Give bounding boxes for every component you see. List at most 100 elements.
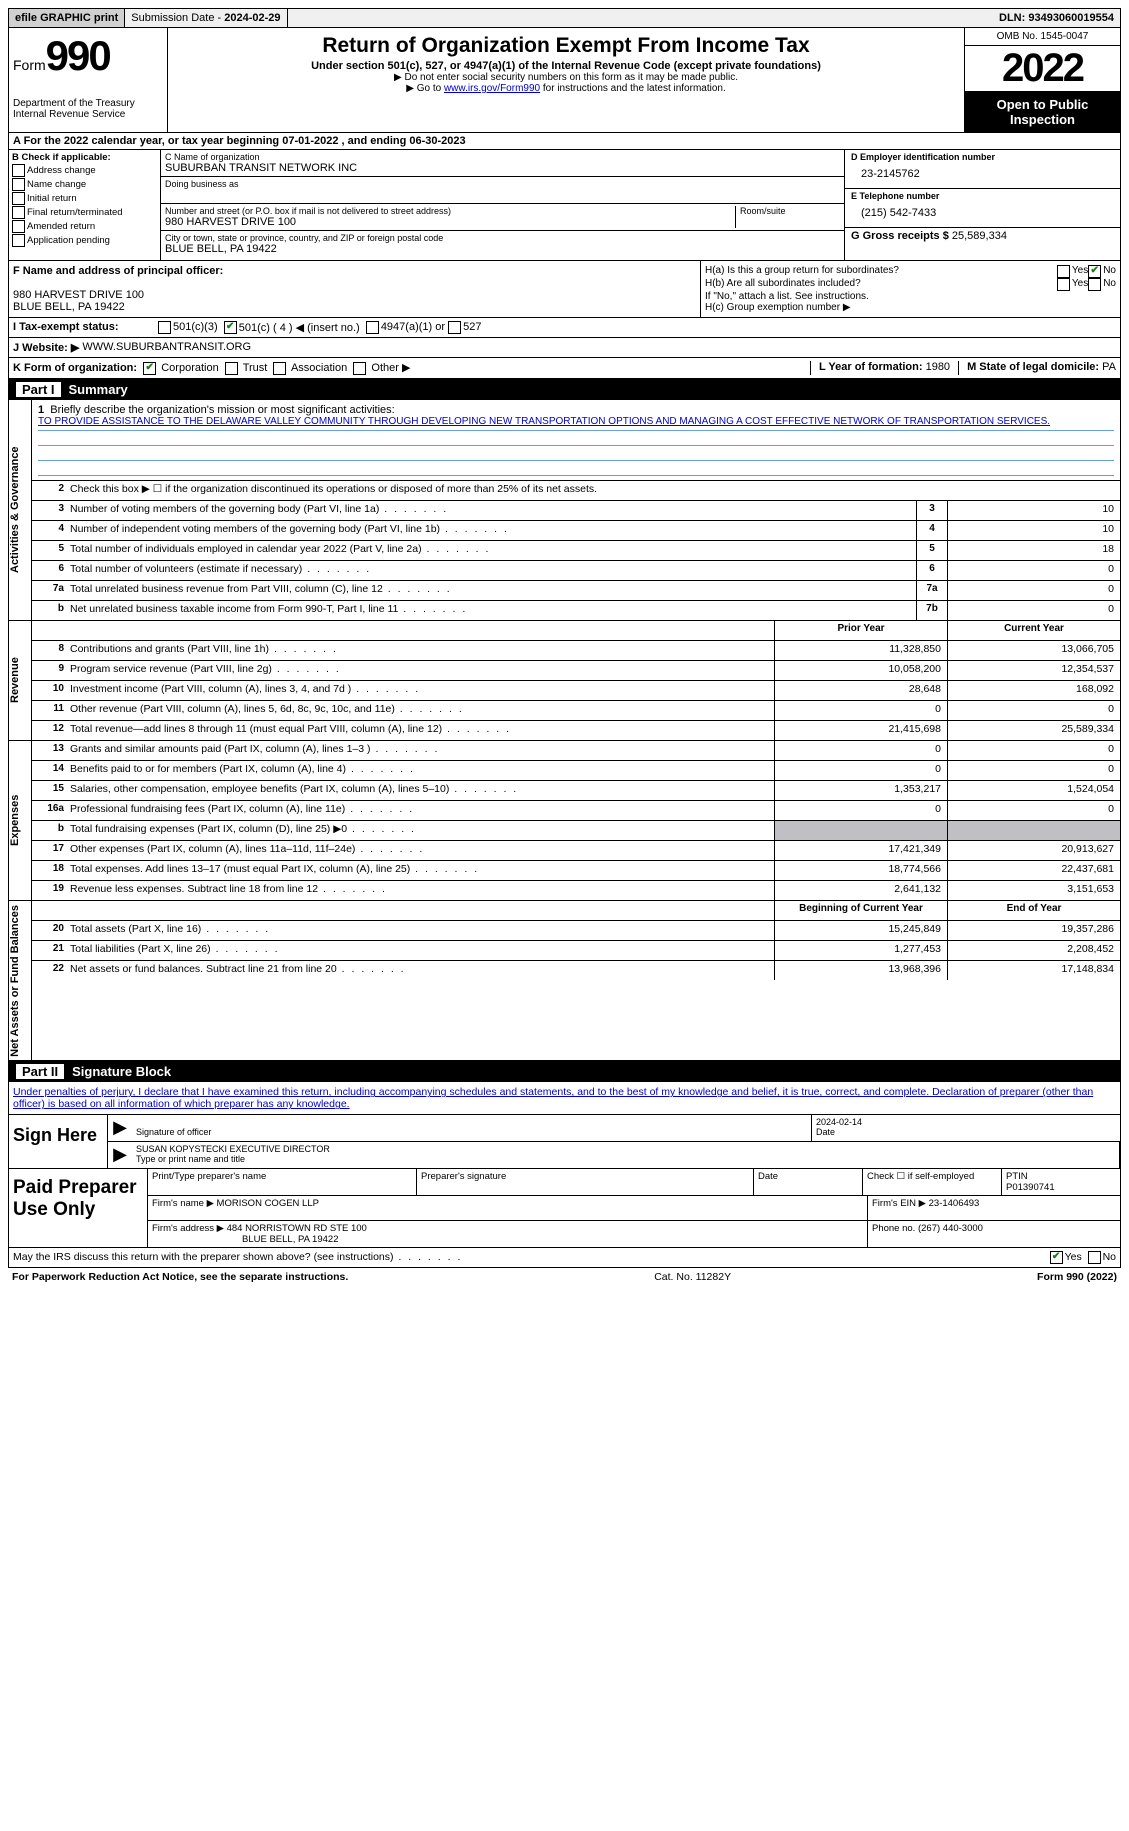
g-label: G Gross receipts $ <box>851 230 952 242</box>
street-address: 980 HARVEST DRIVE 100 <box>165 216 735 228</box>
b-label: B Check if applicable: <box>12 152 111 163</box>
check-501c[interactable] <box>224 321 237 334</box>
ptin: P01390741 <box>1006 1182 1055 1193</box>
sign-here-block: Sign Here ▶ Signature of officer 2024-02… <box>8 1115 1121 1169</box>
room-label: Room/suite <box>740 206 840 216</box>
pp-sig-label: Preparer's signature <box>417 1169 754 1195</box>
check-4947[interactable] <box>366 321 379 334</box>
col-end-year: End of Year <box>947 901 1120 920</box>
top-bar: efile GRAPHIC print Submission Date - 20… <box>8 8 1121 28</box>
pp-date-label: Date <box>754 1169 863 1195</box>
dln: DLN: 93493060019554 <box>993 9 1120 27</box>
form-title: Return of Organization Exempt From Incom… <box>172 34 960 58</box>
form-word: Form <box>13 57 46 73</box>
table-row: 8Contributions and grants (Part VIII, li… <box>32 641 1120 661</box>
table-row: bNet unrelated business taxable income f… <box>32 601 1120 620</box>
dba-label: Doing business as <box>165 179 840 189</box>
table-row: 15Salaries, other compensation, employee… <box>32 781 1120 801</box>
activities-governance-section: Activities & Governance 1 Briefly descri… <box>8 400 1121 621</box>
ha-label: H(a) Is this a group return for subordin… <box>705 265 1057 278</box>
table-row: 5Total number of individuals employed in… <box>32 541 1120 561</box>
check-trust[interactable] <box>225 362 238 375</box>
table-row: 13Grants and similar amounts paid (Part … <box>32 741 1120 761</box>
efile-print-button[interactable]: efile GRAPHIC print <box>9 9 125 27</box>
city-state-zip: BLUE BELL, PA 19422 <box>165 243 840 255</box>
mission-text[interactable]: TO PROVIDE ASSISTANCE TO THE DELAWARE VA… <box>38 416 1050 427</box>
side-label-ag: Activities & Governance <box>9 400 32 620</box>
check-name-change[interactable]: Name change <box>12 178 157 191</box>
check-address-change[interactable]: Address change <box>12 164 157 177</box>
discuss-no[interactable] <box>1088 1251 1101 1264</box>
pp-check-label: Check ☐ if self-employed <box>863 1169 1002 1195</box>
table-row: 3Number of voting members of the governi… <box>32 501 1120 521</box>
check-association[interactable] <box>273 362 286 375</box>
ein: 23-2145762 <box>851 162 1114 186</box>
col-begin-year: Beginning of Current Year <box>774 901 947 920</box>
part2-header: Part IISignature Block <box>8 1061 1121 1082</box>
check-amended-return[interactable]: Amended return <box>12 220 157 233</box>
firm-addr2: BLUE BELL, PA 19422 <box>152 1234 338 1245</box>
table-row: 19Revenue less expenses. Subtract line 1… <box>32 881 1120 900</box>
arrow-icon: ▶ <box>108 1142 132 1168</box>
hc-label: H(c) Group exemption number ▶ <box>705 302 1116 313</box>
row-form-org: K Form of organization: Corporation Trus… <box>8 358 1121 379</box>
table-row: 16aProfessional fundraising fees (Part I… <box>32 801 1120 821</box>
paid-preparer-label: Paid Preparer Use Only <box>9 1169 148 1247</box>
side-label-revenue: Revenue <box>9 621 32 740</box>
page-footer: For Paperwork Reduction Act Notice, see … <box>8 1268 1121 1286</box>
officer-group-block: F Name and address of principal officer:… <box>8 261 1121 318</box>
note-link: ▶ Go to www.irs.gov/Form990 for instruct… <box>172 83 960 94</box>
table-row: 10Investment income (Part VIII, column (… <box>32 681 1120 701</box>
officer-name: SUSAN KOPYSTECKI EXECUTIVE DIRECTOR <box>136 1144 330 1154</box>
state-domicile: PA <box>1102 361 1116 373</box>
check-501c3[interactable] <box>158 321 171 334</box>
check-corporation[interactable] <box>143 362 156 375</box>
table-row: 6Total number of volunteers (estimate if… <box>32 561 1120 581</box>
hb-label: H(b) Are all subordinates included? <box>705 278 1057 291</box>
hb-no[interactable] <box>1088 278 1101 291</box>
table-row: bTotal fundraising expenses (Part IX, co… <box>32 821 1120 841</box>
table-row: 17Other expenses (Part IX, column (A), l… <box>32 841 1120 861</box>
tax-year: 2022 <box>965 46 1120 92</box>
phone: (215) 542-7433 <box>851 201 1114 225</box>
paperwork-notice: For Paperwork Reduction Act Notice, see … <box>12 1271 348 1283</box>
hb-note: If "No," attach a list. See instructions… <box>705 291 1116 302</box>
check-527[interactable] <box>448 321 461 334</box>
dept-treasury: Department of the Treasury Internal Reve… <box>13 98 163 120</box>
year-formation: 1980 <box>926 361 950 373</box>
city-label: City or town, state or province, country… <box>165 233 840 243</box>
discuss-yes[interactable] <box>1050 1251 1063 1264</box>
arrow-icon: ▶ <box>108 1115 132 1141</box>
ha-no[interactable] <box>1088 265 1101 278</box>
identity-block: B Check if applicable: Address change Na… <box>8 150 1121 261</box>
firm-addr1: 484 NORRISTOWN RD STE 100 <box>227 1223 367 1234</box>
row-website: J Website: ▶ WWW.SUBURBANTRANSIT.ORG <box>8 338 1121 358</box>
officer-addr1: 980 HARVEST DRIVE 100 <box>13 289 144 301</box>
table-row: 4Number of independent voting members of… <box>32 521 1120 541</box>
hb-yes[interactable] <box>1057 278 1070 291</box>
side-label-expenses: Expenses <box>9 741 32 900</box>
paid-preparer-block: Paid Preparer Use Only Print/Type prepar… <box>8 1169 1121 1248</box>
ha-yes[interactable] <box>1057 265 1070 278</box>
open-inspection: Open to Public Inspection <box>965 92 1120 132</box>
sign-here-label: Sign Here <box>9 1115 108 1168</box>
table-row: 7aTotal unrelated business revenue from … <box>32 581 1120 601</box>
check-initial-return[interactable]: Initial return <box>12 192 157 205</box>
firm-ein: 23-1406493 <box>929 1198 980 1209</box>
check-other[interactable] <box>353 362 366 375</box>
row-tax-exempt: I Tax-exempt status: 501(c)(3) 501(c) ( … <box>8 318 1121 338</box>
check-final-return[interactable]: Final return/terminated <box>12 206 157 219</box>
net-assets-section: Net Assets or Fund Balances Beginning of… <box>8 901 1121 1062</box>
website-value: WWW.SUBURBANTRANSIT.ORG <box>82 341 251 354</box>
c-label: C Name of organization <box>165 152 840 162</box>
officer-addr2: BLUE BELL, PA 19422 <box>13 301 125 313</box>
table-row: 18Total expenses. Add lines 13–17 (must … <box>32 861 1120 881</box>
col-prior-year: Prior Year <box>774 621 947 640</box>
q1-label: Briefly describe the organization's miss… <box>50 404 394 416</box>
table-row: 11Other revenue (Part VIII, column (A), … <box>32 701 1120 721</box>
table-row: 20Total assets (Part X, line 16)15,245,8… <box>32 921 1120 941</box>
addr-label: Number and street (or P.O. box if mail i… <box>165 206 735 216</box>
irs-link[interactable]: www.irs.gov/Form990 <box>444 83 540 94</box>
sig-date: 2024-02-14 <box>816 1117 862 1127</box>
check-application-pending[interactable]: Application pending <box>12 234 157 247</box>
